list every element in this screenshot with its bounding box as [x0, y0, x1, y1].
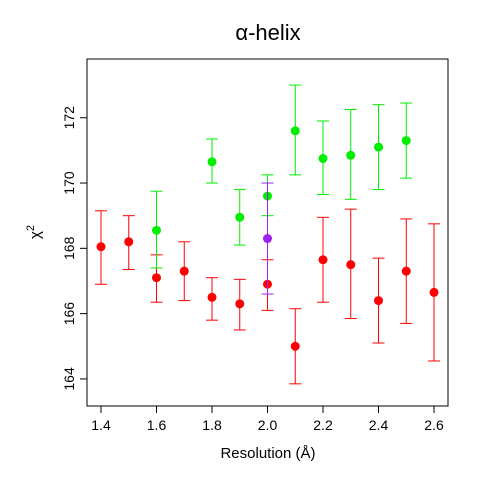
x-tick-label: 1.4 — [91, 417, 111, 433]
x-tick-label: 2.2 — [313, 417, 333, 433]
data-point — [318, 255, 328, 265]
y-axis-label-base: χ — [27, 231, 44, 239]
data-point — [346, 260, 356, 270]
data-point — [235, 299, 245, 309]
data-point — [401, 266, 411, 276]
x-axis: 1.4 1.6 1.8 2.0 2.2 2.4 2.6 — [91, 406, 444, 433]
x-tick-label: 2.6 — [424, 417, 444, 433]
data-point — [124, 237, 134, 247]
data-point — [179, 266, 189, 276]
data-point — [235, 212, 245, 222]
x-tick-label: 2.4 — [369, 417, 389, 433]
x-axis-label-unit: Å — [301, 445, 311, 462]
x-axis-label-close: ) — [311, 445, 316, 462]
data-point — [290, 341, 300, 351]
series-layer — [95, 84, 440, 385]
data-point — [374, 142, 383, 152]
y-axis: 164 166 168 170 172 — [61, 106, 87, 391]
x-axis-label: Resolution (Å) — [220, 445, 315, 462]
y-tick-label: 172 — [61, 106, 77, 130]
series-0 — [95, 208, 440, 385]
data-point — [290, 126, 300, 136]
data-point — [401, 136, 411, 146]
data-point — [207, 292, 217, 302]
data-point — [152, 225, 161, 235]
y-tick-label: 166 — [61, 302, 77, 326]
y-axis-label: χ2 — [25, 225, 44, 239]
x-axis-label-main: Resolution ( — [220, 445, 300, 462]
data-point — [318, 154, 328, 164]
y-axis-label-sup: 2 — [25, 225, 37, 231]
y-tick-label: 168 — [61, 236, 77, 260]
series-2 — [261, 182, 274, 295]
x-tick-label: 1.8 — [202, 417, 222, 433]
data-point — [152, 273, 161, 283]
data-point — [207, 157, 217, 167]
data-point — [429, 287, 439, 297]
data-point — [96, 242, 106, 252]
y-tick-label: 170 — [61, 171, 77, 195]
y-tick-label: 164 — [61, 367, 77, 391]
chart-title: α-helix — [235, 20, 300, 45]
x-tick-label: 1.6 — [147, 417, 167, 433]
data-point — [263, 234, 272, 244]
x-tick-label: 2.0 — [258, 417, 278, 433]
data-point — [346, 150, 356, 160]
data-point — [374, 296, 383, 306]
series-1 — [150, 84, 413, 269]
